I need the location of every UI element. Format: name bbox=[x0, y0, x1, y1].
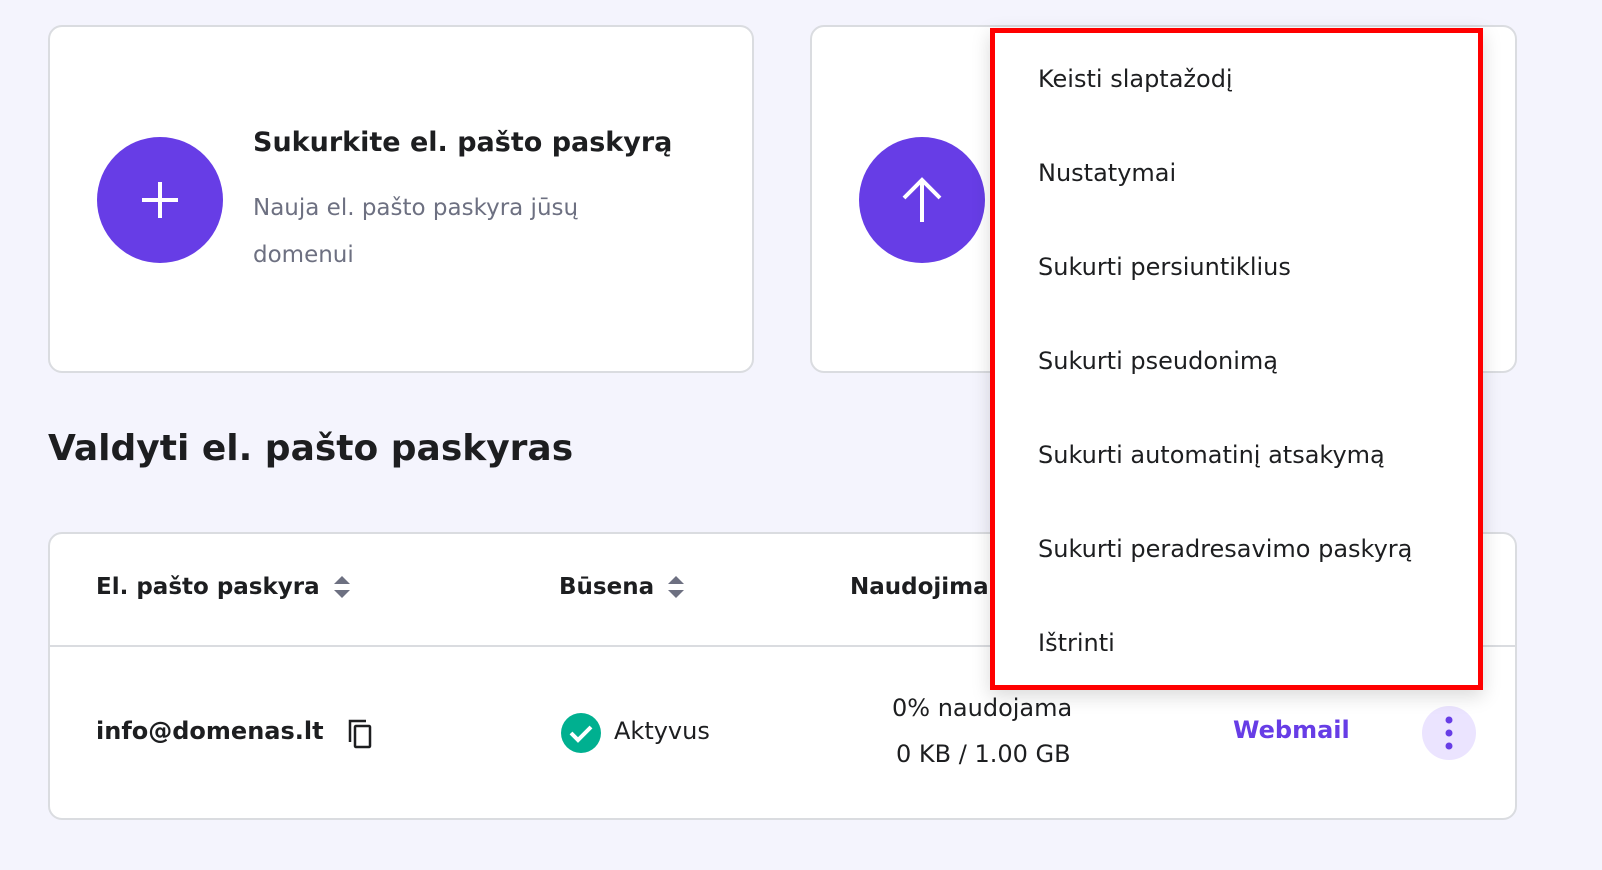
column-header-account[interactable]: El. pašto paskyra bbox=[96, 574, 350, 600]
status-text: Aktyvus bbox=[614, 717, 710, 745]
arrow-up-icon bbox=[902, 177, 942, 222]
plus-icon bbox=[142, 182, 178, 218]
menu-item-create-alias[interactable]: Sukurti pseudonimą bbox=[1038, 347, 1278, 375]
copy-icon[interactable] bbox=[347, 718, 375, 750]
card-title: Sukurkite el. pašto paskyrą bbox=[253, 127, 673, 158]
upload-button[interactable] bbox=[859, 137, 985, 263]
card-description: Nauja el. pašto paskyra jūsų domenui bbox=[253, 195, 579, 268]
sort-icon[interactable] bbox=[333, 576, 350, 598]
create-button[interactable] bbox=[97, 137, 223, 263]
sort-icon[interactable] bbox=[668, 576, 685, 598]
account-email: info@domenas.lt bbox=[96, 717, 324, 745]
menu-item-settings[interactable]: Nustatymai bbox=[1038, 159, 1177, 187]
webmail-link[interactable]: Webmail bbox=[1233, 716, 1350, 744]
column-label: El. pašto paskyra bbox=[96, 574, 320, 600]
column-header-usage: Naudojima bbox=[850, 574, 989, 600]
menu-item-create-autoresponder[interactable]: Sukurti automatinį atsakymą bbox=[1038, 441, 1385, 469]
account-actions-menu: Keisti slaptažodį Nustatymai Sukurti per… bbox=[990, 28, 1483, 690]
column-label: Būsena bbox=[559, 574, 655, 600]
menu-item-create-forwarders[interactable]: Sukurti persiuntiklius bbox=[1038, 253, 1291, 281]
menu-item-change-password[interactable]: Keisti slaptažodį bbox=[1038, 65, 1233, 93]
column-label: Naudojima bbox=[850, 574, 989, 600]
usage-percent: 0% naudojama bbox=[892, 694, 1073, 722]
column-header-status[interactable]: Būsena bbox=[559, 574, 685, 600]
menu-item-create-forwarding-account[interactable]: Sukurti peradresavimo paskyrą bbox=[1038, 535, 1413, 563]
section-title: Valdyti el. pašto paskyras bbox=[48, 428, 574, 469]
check-circle-icon bbox=[561, 713, 601, 753]
more-options-button[interactable] bbox=[1422, 706, 1476, 760]
create-email-card[interactable]: Sukurkite el. pašto paskyrą Nauja el. pa… bbox=[48, 25, 754, 373]
more-vertical-icon bbox=[1445, 716, 1453, 750]
menu-item-delete[interactable]: Ištrinti bbox=[1038, 629, 1115, 657]
usage-size: 0 KB / 1.00 GB bbox=[896, 740, 1071, 768]
